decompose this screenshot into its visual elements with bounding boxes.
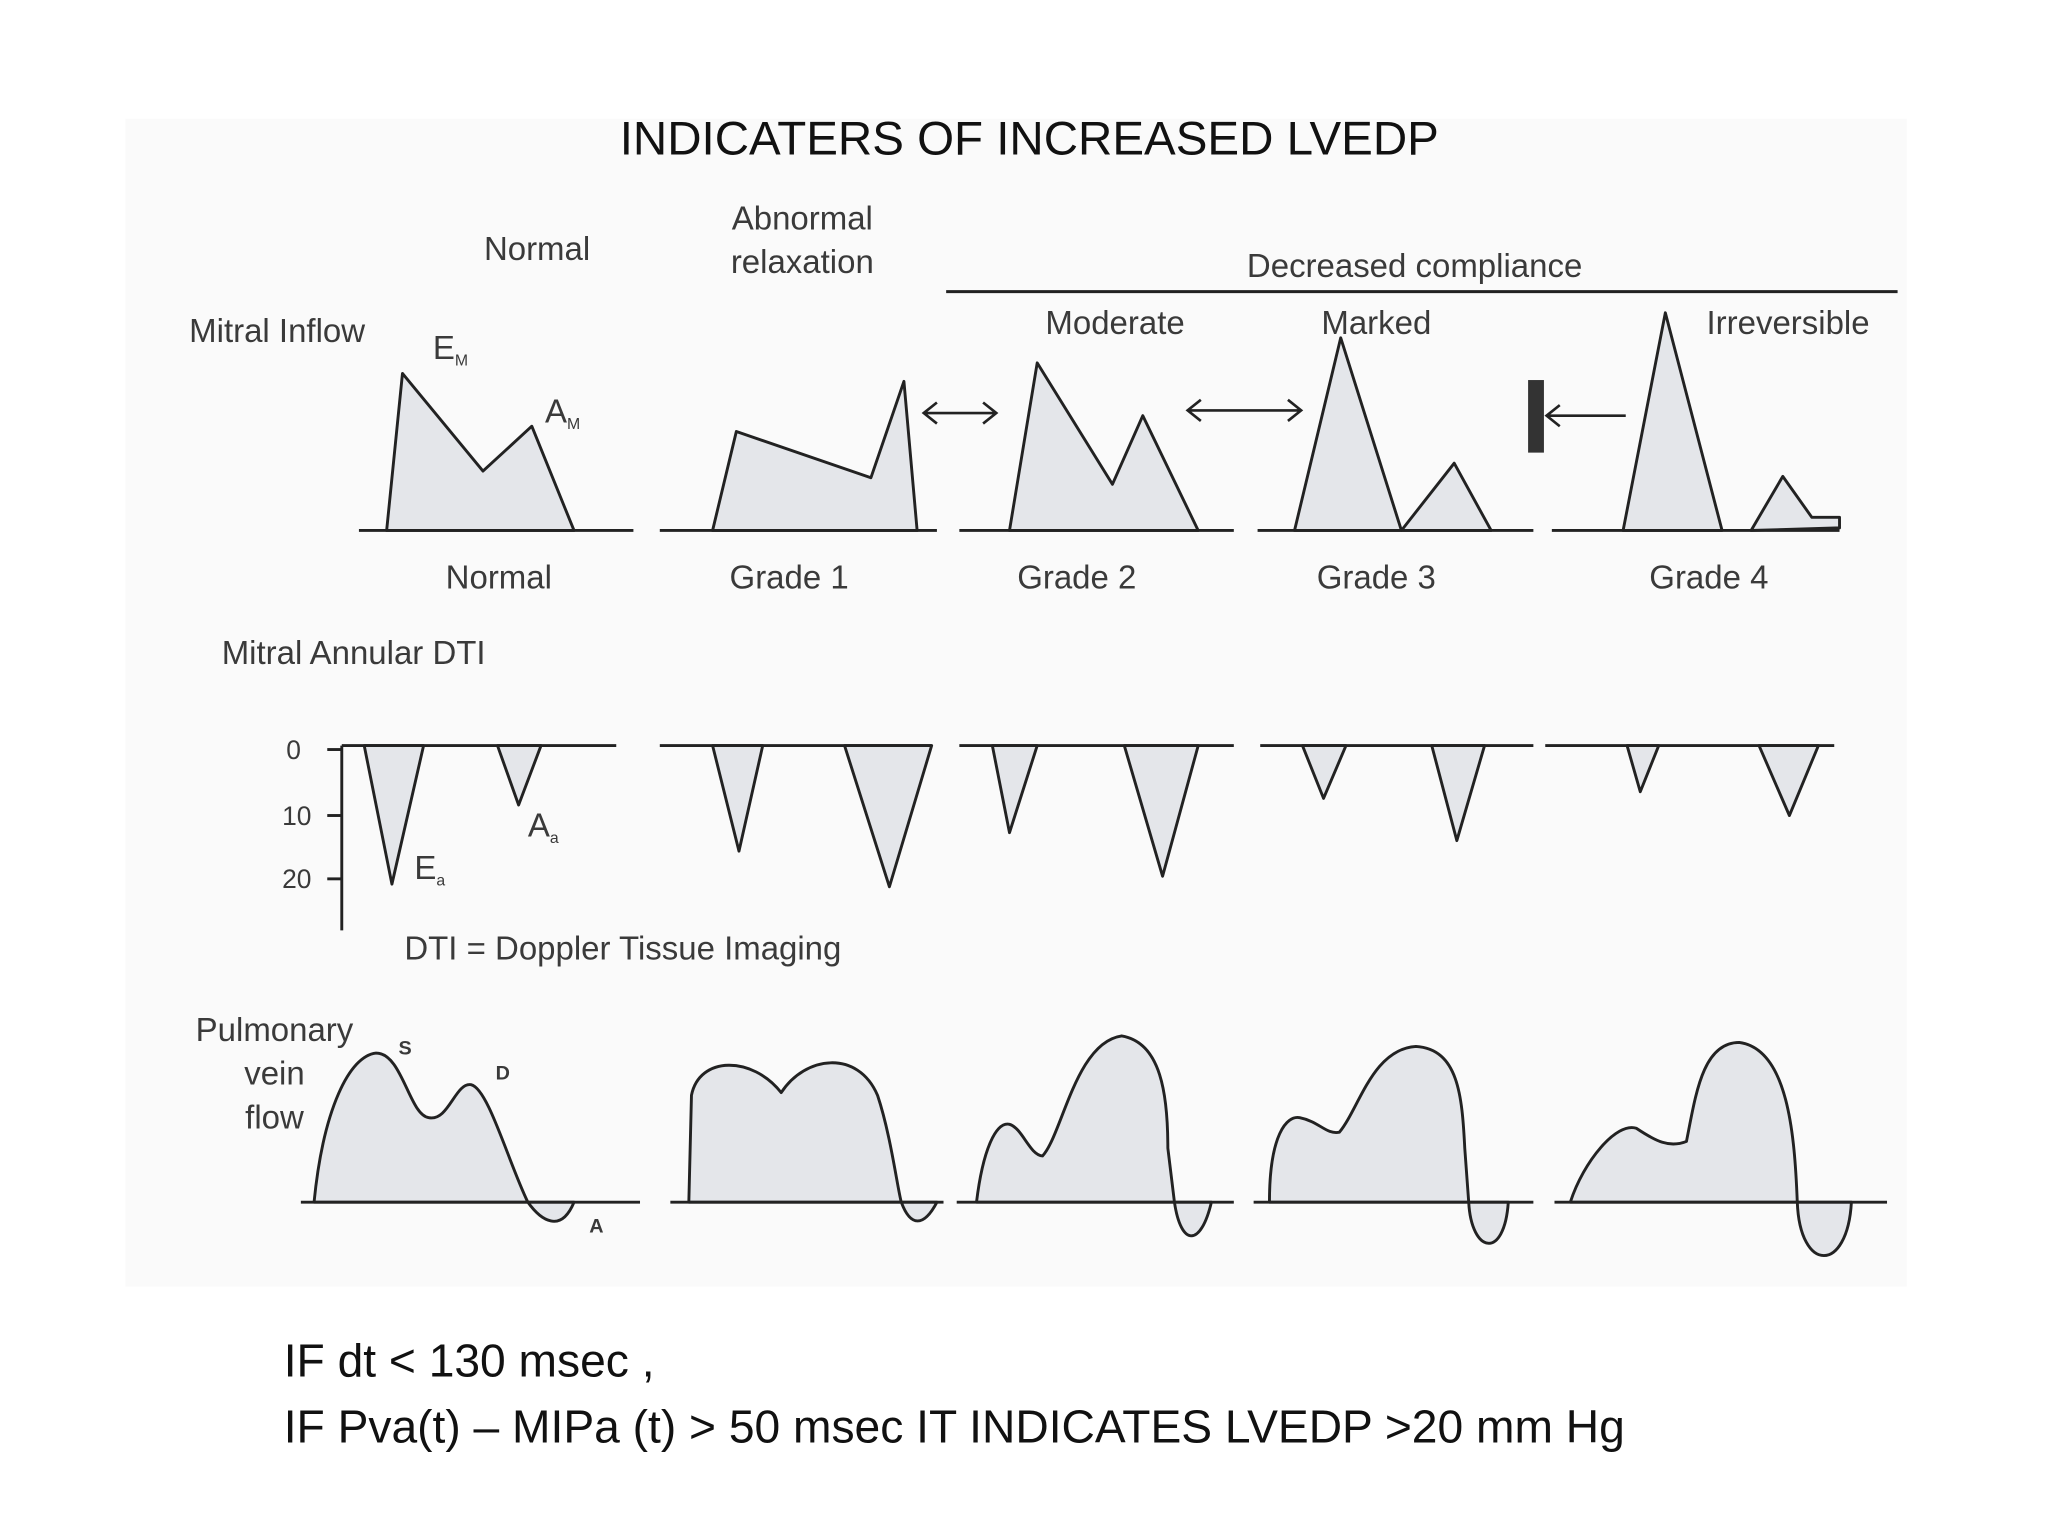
peak-label: EM: [433, 329, 468, 370]
footer-line: IF Pva(t) – MIPa (t) > 50 msec IT INDICA…: [284, 1400, 1625, 1452]
dti: [327, 744, 1835, 931]
wave-label: D: [496, 1062, 510, 1084]
row-label: vein: [244, 1055, 304, 1092]
figure: Normal Abnormal relaxation Decreased com…: [189, 200, 1898, 1258]
row-label: flow: [245, 1098, 304, 1135]
figure-bg: [125, 118, 1907, 1287]
grade-label: Grade 1: [730, 559, 849, 596]
header: Decreased compliance: [1247, 247, 1582, 284]
title: INDICATERS OF INCREASED LVEDP: [620, 112, 1439, 165]
note: DTI = Doppler Tissue Imaging: [404, 929, 841, 966]
subheader: Irreversible: [1707, 304, 1870, 341]
grade-label: Grade 4: [1649, 559, 1768, 596]
grade-label: Grade 3: [1317, 559, 1436, 596]
row-label: Pulmonary: [196, 1011, 354, 1048]
subheader: Marked: [1321, 304, 1431, 341]
row-label: Mitral Inflow: [189, 312, 365, 349]
peak-label: Ea: [414, 849, 445, 890]
wave-label: S: [399, 1037, 412, 1059]
grade-label: Grade 2: [1017, 559, 1136, 596]
diagram: INDICATERS OF INCREASED LVEDP Normal Abn…: [125, 112, 1907, 1452]
header: Normal: [484, 230, 590, 267]
peak-label: Aa: [528, 807, 559, 848]
footer-line: IF dt < 130 msec ,: [284, 1334, 655, 1386]
axis-tick-label: 10: [282, 801, 311, 831]
header: relaxation: [731, 243, 874, 280]
axis-tick-label: 20: [282, 864, 311, 894]
grade-label: Normal: [446, 559, 552, 596]
wave-label: A: [589, 1216, 603, 1238]
row-label: Mitral Annular DTI: [222, 634, 486, 671]
mitral-inflow: [358, 311, 1841, 532]
header: Abnormal: [732, 200, 873, 237]
peak-label: AM: [545, 392, 580, 433]
axis-tick-label: 0: [286, 735, 301, 765]
subheader: Moderate: [1045, 304, 1184, 341]
pulmonary-flow: [300, 1034, 1888, 1258]
